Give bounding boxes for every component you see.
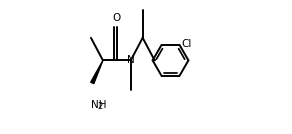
Text: Cl: Cl — [181, 39, 192, 49]
Text: 2: 2 — [98, 102, 103, 111]
Text: O: O — [113, 13, 121, 23]
Text: N: N — [127, 55, 135, 65]
Polygon shape — [91, 60, 103, 84]
Text: NH: NH — [91, 100, 107, 110]
